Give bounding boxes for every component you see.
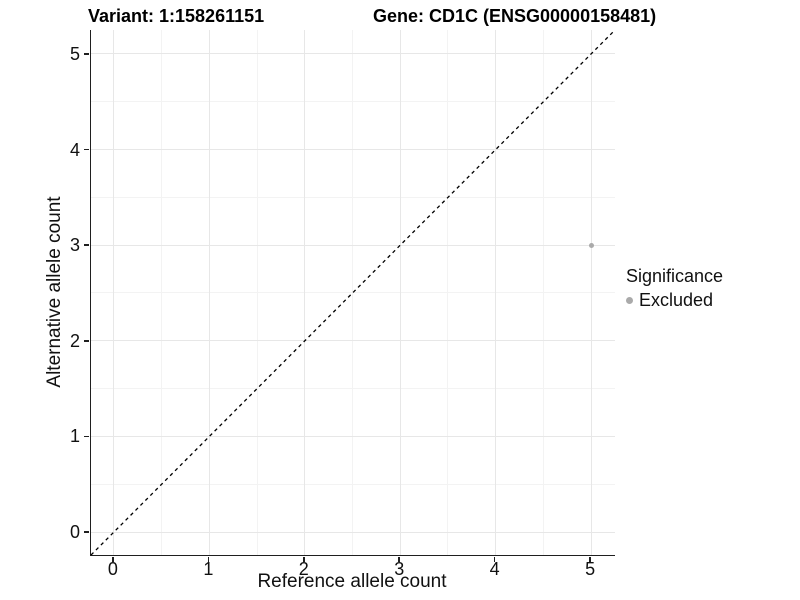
legend-point-icon — [626, 297, 633, 304]
x-axis-tick — [398, 557, 400, 562]
gridline-minor-h — [91, 101, 615, 103]
plot-panel — [90, 29, 616, 556]
data-point — [588, 242, 594, 248]
y-axis-tick — [83, 244, 89, 246]
y-axis-tick — [83, 53, 89, 55]
identity-reference-line — [90, 29, 616, 556]
y-axis-label: Alternative allele count — [44, 196, 65, 388]
y-tick-label: 0 — [69, 522, 80, 543]
y-axis-tick — [83, 148, 89, 151]
plot-title-variant: Variant: 1:158261151 — [88, 6, 265, 26]
gridline-major-h — [91, 149, 615, 151]
gridline-major-h — [91, 435, 615, 437]
y-tick-label: 3 — [69, 235, 80, 256]
y-axis-tick — [83, 340, 89, 342]
legend-title: Significance — [626, 266, 724, 286]
y-tick-label: 1 — [69, 426, 80, 447]
gridline-major-h — [91, 340, 615, 342]
y-tick-label: 4 — [69, 139, 80, 160]
gridline-minor-h — [91, 483, 615, 485]
legend-item-label: Excluded — [639, 290, 714, 310]
gridline-major-h — [91, 244, 615, 246]
gridline-minor-h — [91, 292, 615, 294]
x-axis-tick — [589, 557, 591, 562]
y-tick-label: 2 — [69, 330, 80, 351]
gridline-major-v — [590, 30, 592, 555]
gridline-major-v — [304, 30, 306, 555]
x-axis-tick — [112, 557, 114, 562]
gridline-major-h — [91, 531, 615, 533]
gridline-minor-h — [91, 196, 615, 198]
gridline-major-v — [399, 30, 401, 555]
x-tick-label: 2 — [298, 559, 309, 579]
gridline-minor-h — [91, 388, 615, 390]
gridline-major-v — [113, 30, 115, 555]
gridline-major-v — [495, 30, 497, 555]
x-axis-tick — [493, 557, 496, 562]
x-axis-label: Reference allele count — [257, 571, 447, 592]
x-tick-label: 5 — [585, 559, 596, 579]
x-tick-label: 0 — [107, 559, 118, 579]
plot-title-gene: Gene: CD1C (ENSG00000158481) — [373, 6, 657, 26]
y-axis-tick — [83, 435, 89, 438]
x-axis-tick — [303, 557, 305, 562]
x-tick-label: 4 — [489, 559, 500, 579]
y-tick-label: 5 — [69, 43, 80, 64]
x-axis-tick — [207, 557, 210, 562]
x-tick-label: 3 — [394, 559, 405, 579]
gridline-major-h — [91, 53, 615, 55]
legend-item-excluded: Excluded — [626, 290, 723, 311]
legend: Significance Excluded — [626, 266, 723, 311]
y-axis-tick — [83, 531, 89, 533]
x-tick-label: 1 — [203, 559, 214, 579]
gridline-major-v — [208, 30, 210, 555]
